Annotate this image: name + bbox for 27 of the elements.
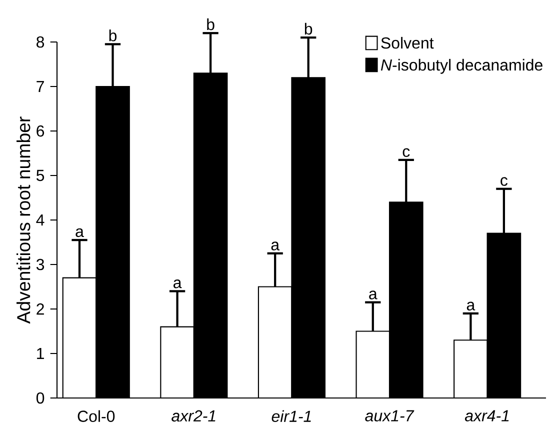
- y-tick-label: 2: [36, 303, 44, 315]
- legend-label: Solvent: [381, 36, 434, 49]
- y-tick-label: 1: [37, 348, 44, 359]
- text: b: [109, 30, 117, 42]
- x-tick-label: eir1-1: [272, 410, 311, 422]
- x-tick-label: axr4-1: [464, 410, 509, 422]
- annotation: a: [271, 242, 280, 250]
- annotation: a: [466, 302, 476, 310]
- annotation: a: [369, 290, 378, 300]
- annotation: c: [500, 177, 508, 186]
- y-tick-label: 5: [36, 170, 44, 182]
- y-tick-label: 4: [36, 214, 44, 226]
- y-axis-title: Adventitious root number: [16, 116, 30, 324]
- annotation: a: [76, 228, 84, 238]
- y-tick-label: 6: [36, 125, 44, 137]
- text: b: [207, 18, 214, 30]
- legend-label: N-isobutyl decanamide: [380, 58, 542, 74]
- y-tick-label: 0: [36, 392, 44, 404]
- x-tick-label: axr2-1: [172, 410, 216, 422]
- x-tick-label: aux1-7: [365, 410, 414, 422]
- annotation: c: [402, 148, 410, 157]
- text: b: [304, 22, 312, 35]
- y-tick-label: 7: [36, 81, 44, 92]
- y-tick-label: 8: [36, 36, 44, 48]
- y-tick-label: 3: [36, 258, 44, 270]
- x-tick-label: Col-0: [78, 410, 115, 422]
- annotation: a: [174, 279, 182, 288]
